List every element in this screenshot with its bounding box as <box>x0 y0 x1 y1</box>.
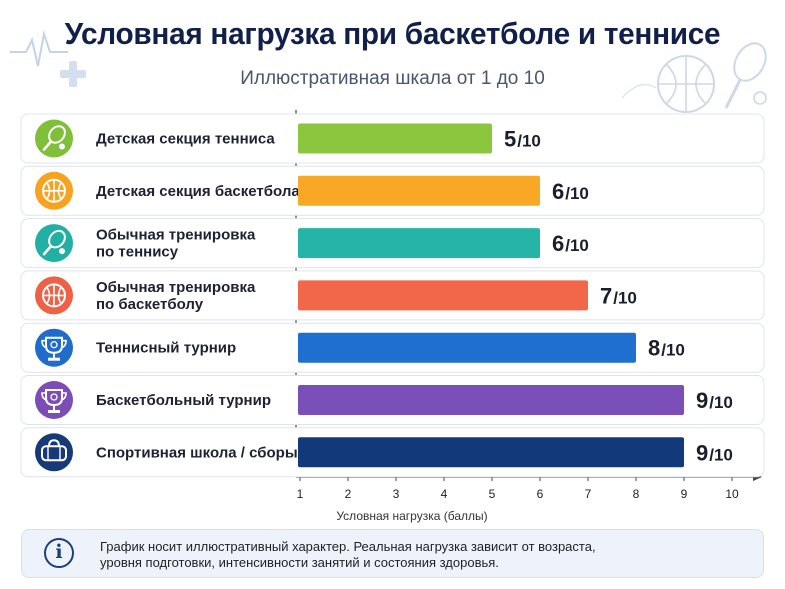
x-tick-label: 3 <box>393 487 400 501</box>
bar <box>298 228 540 259</box>
bar <box>298 280 588 311</box>
x-tick-label: 10 <box>725 487 739 501</box>
basketball-icon <box>35 171 73 210</box>
x-tick-label: 2 <box>345 487 352 501</box>
category-label: Баскетбольный турнир <box>96 392 271 409</box>
bar <box>298 332 636 363</box>
info-note: i График носит иллюстративный характер. … <box>21 529 764 578</box>
tennis-racket-icon <box>35 119 73 158</box>
chart-subtitle: Иллюстративная шкала от 1 до 10 <box>240 68 545 89</box>
x-tick-label: 6 <box>537 487 544 501</box>
bar <box>298 123 492 154</box>
bar <box>298 385 684 415</box>
basketball-tennis-decoration-icon <box>621 42 767 113</box>
x-tick-label: 7 <box>585 487 592 501</box>
note-text: График носит иллюстративный характер. Ре… <box>100 539 747 571</box>
x-axis-title: Условная нагрузка (баллы) <box>336 509 487 523</box>
note-text-line: График носит иллюстративный характер. Ре… <box>100 539 596 554</box>
basketball-trophy-icon <box>35 381 73 419</box>
basketball-icon <box>35 276 73 315</box>
bar <box>298 175 540 206</box>
data-label: 9/10 <box>696 440 733 465</box>
category-label: Обычная тренировка <box>96 227 256 244</box>
info-icon: i <box>44 538 74 568</box>
data-label: 5/10 <box>504 127 541 152</box>
data-label: 8/10 <box>648 336 685 361</box>
data-label: 9/10 <box>696 388 733 413</box>
tennis-trophy-icon <box>35 328 73 367</box>
category-label: Теннисный турнир <box>96 340 236 357</box>
note-text-line: уровня подготовки, интенсивности занятий… <box>100 555 499 570</box>
x-tick-label: 9 <box>681 487 688 501</box>
data-label: 7/10 <box>600 283 637 308</box>
data-label: 6/10 <box>552 179 589 204</box>
category-label: по баскетболу <box>96 296 204 313</box>
bar <box>298 437 684 468</box>
x-tick-label: 1 <box>297 487 304 501</box>
x-tick-label: 4 <box>441 487 448 501</box>
data-label: 6/10 <box>552 231 589 256</box>
x-tick-label: 5 <box>489 487 496 501</box>
sports-bag-icon <box>35 433 73 472</box>
tennis-racket-icon <box>35 224 73 263</box>
heartbeat-decoration-icon <box>10 30 86 87</box>
bar-chart: 1 2 3 4 5 6 7 8 9 10 Условная нагрузка (баллы) Детс… <box>20 110 765 523</box>
x-tick-label: 8 <box>633 487 640 501</box>
chart-title: Условная нагрузка при баскетболе и тенни… <box>64 16 721 51</box>
category-label: Детская секция тенниса <box>96 131 275 148</box>
category-label: Спортивная школа / сборы <box>96 444 298 461</box>
category-label: по теннису <box>96 244 179 261</box>
category-label: Обычная тренировка <box>96 279 256 296</box>
category-label: Детская секция баскетбола <box>96 183 300 200</box>
